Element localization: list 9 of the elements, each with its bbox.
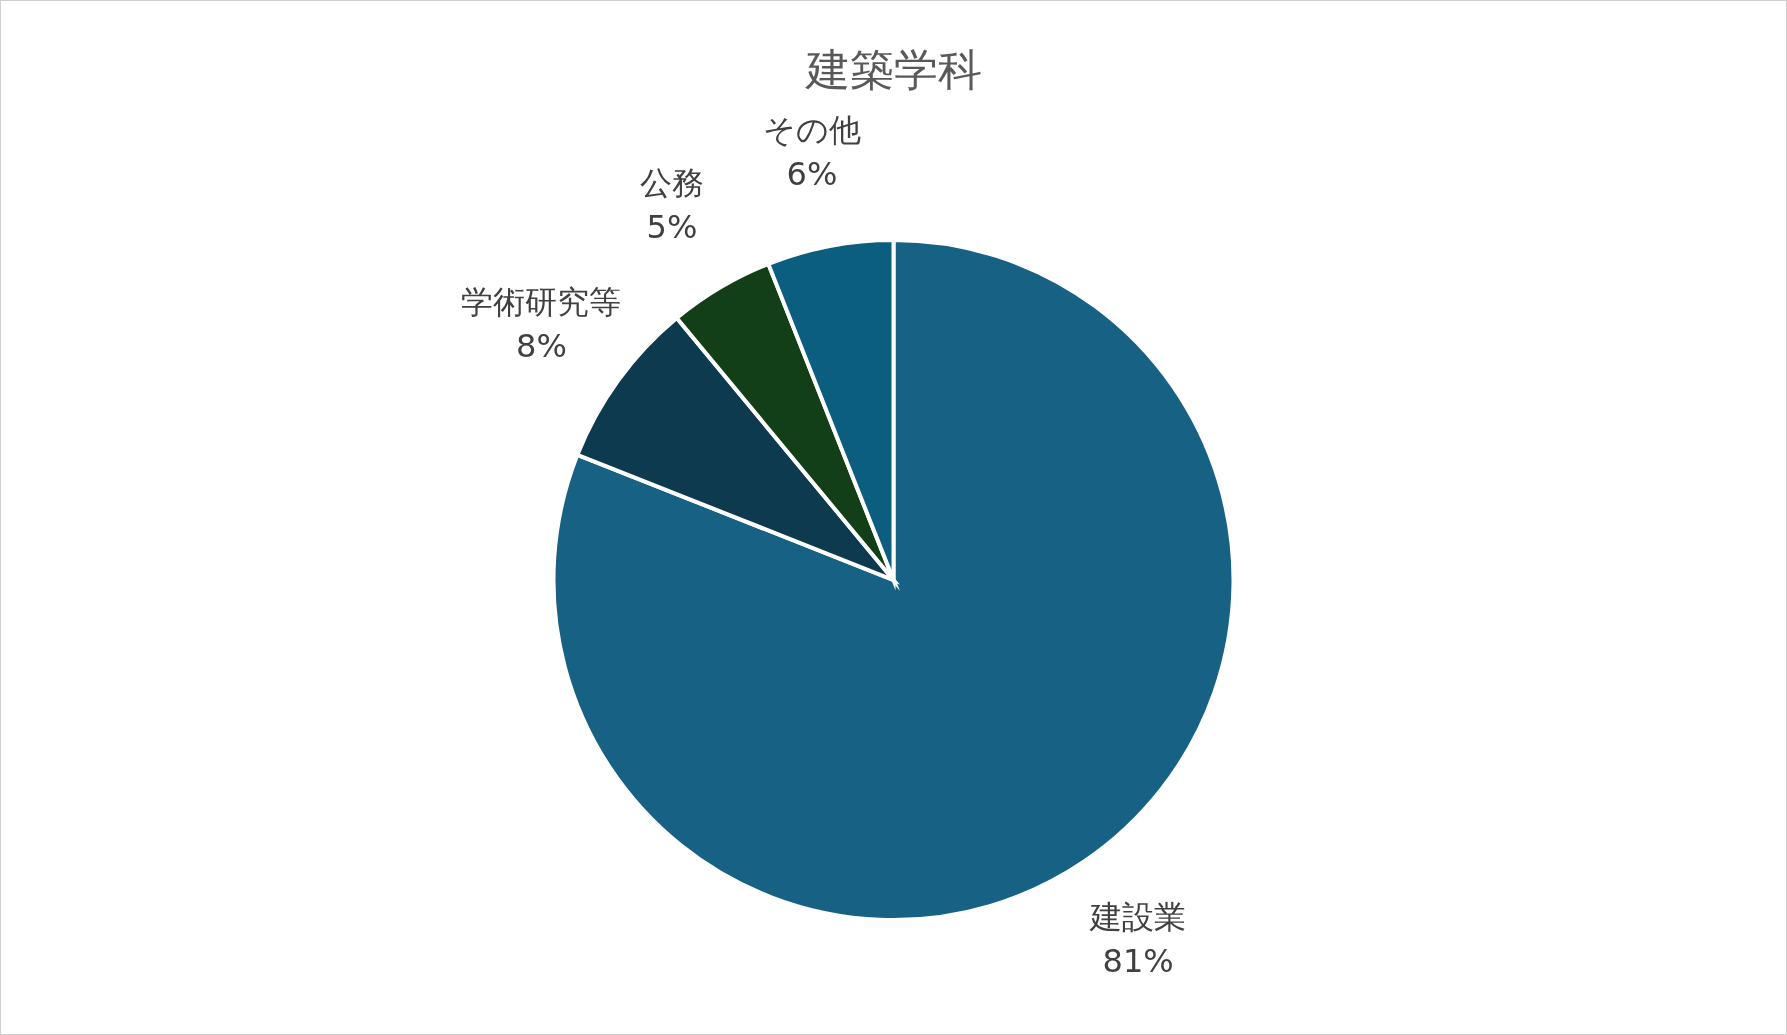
slice-label: 学術研究等 — [461, 282, 622, 321]
chart-title: 建築学科 — [804, 43, 983, 97]
data-label: 8% — [516, 326, 567, 365]
slice-label: 建設業 — [1089, 898, 1187, 937]
data-label: 6% — [786, 154, 838, 193]
slice-label: その他 — [762, 110, 861, 149]
slice-label: 公務 — [639, 163, 704, 202]
data-label: 81% — [1102, 942, 1174, 981]
data-label: 5% — [646, 207, 698, 246]
